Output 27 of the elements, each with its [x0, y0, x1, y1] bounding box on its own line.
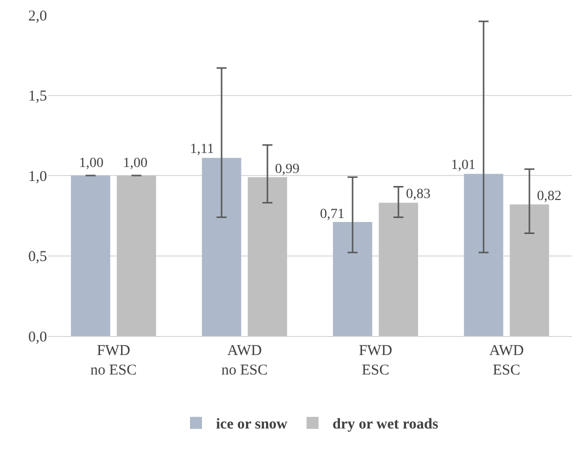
- bar: [464, 174, 504, 336]
- data-label: 0,83: [406, 187, 430, 202]
- bar: [378, 202, 418, 336]
- y-tick-label: 1,5: [28, 88, 47, 104]
- y-tick-label: 2,0: [28, 8, 47, 24]
- x-tick-label: AWD no ESC: [221, 343, 268, 378]
- bar: [116, 176, 156, 336]
- y-tick-label: 0,0: [28, 329, 47, 346]
- data-label: 1,00: [123, 156, 148, 171]
- data-label: 0,99: [275, 162, 300, 177]
- bar: [202, 158, 242, 336]
- x-tick-label: FWD ESC: [358, 343, 392, 378]
- bar: [70, 176, 110, 336]
- y-tick-label: 1,0: [28, 168, 47, 185]
- bar: [510, 204, 550, 336]
- x-tick-label: FWD no ESC: [90, 343, 137, 378]
- legend-label: dry or wet roads: [332, 416, 438, 433]
- x-tick-label: AWD ESC: [489, 343, 524, 378]
- data-label: 0,71: [320, 207, 344, 222]
- data-label: 1,00: [79, 156, 104, 171]
- data-label: 0,82: [537, 189, 562, 204]
- legend-label: ice or snow: [216, 416, 288, 433]
- y-tick-label: 0,5: [28, 249, 47, 265]
- bar: [248, 177, 288, 336]
- data-label: 1,11: [190, 142, 214, 157]
- data-label: 1,01: [451, 158, 476, 173]
- bar: [332, 222, 372, 336]
